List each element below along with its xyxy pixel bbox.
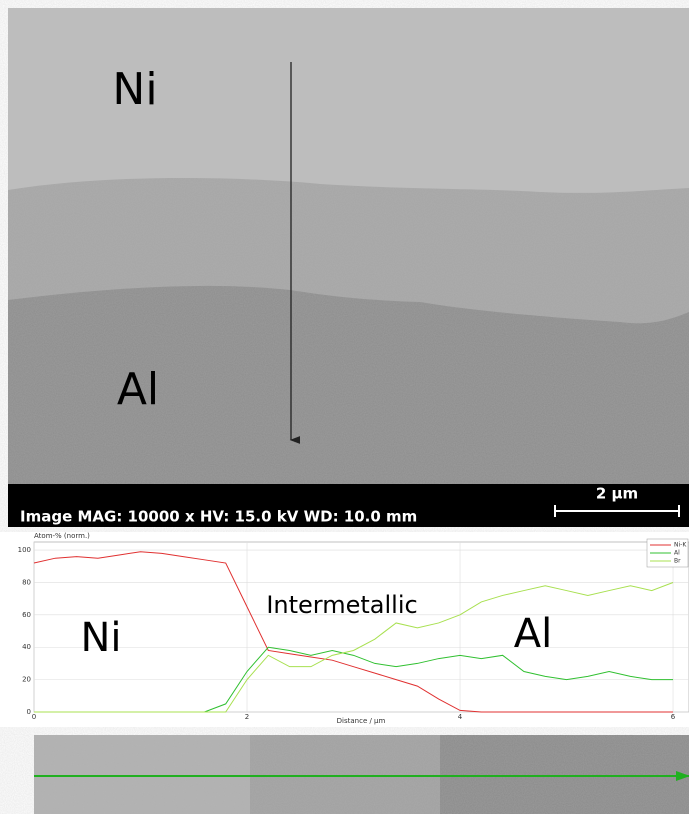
y-tick-label: 0: [27, 708, 31, 716]
y-tick-label: 40: [22, 643, 31, 651]
plot-area: [33, 541, 689, 713]
annotation: Al: [514, 611, 552, 657]
scale-bar-label: 2 µm: [596, 485, 638, 503]
series-line: [34, 582, 674, 713]
annotation: Intermetallic: [266, 591, 417, 619]
y-tick-label: 20: [22, 676, 31, 684]
legend-label: Br: [674, 558, 681, 565]
legend-label: Ni-K: [674, 542, 687, 549]
x-tick-label: 4: [458, 713, 463, 721]
legend-label: Al: [674, 550, 680, 557]
annotation: Ni: [80, 615, 121, 661]
image-label: Ni: [112, 64, 157, 115]
x-axis-label: Distance / µm: [337, 717, 386, 725]
y-tick-label: 100: [18, 546, 31, 554]
x-tick-label: 2: [245, 713, 249, 721]
y-axis-label: Atom-% (norm.): [34, 532, 90, 540]
x-tick-label: 0: [32, 713, 36, 721]
image-info: Image MAG: 10000 x HV: 15.0 kV WD: 10.0 …: [20, 508, 417, 526]
x-tick-label: 6: [671, 713, 676, 721]
line-strip: [34, 735, 689, 814]
sem-image: Ni Al Image MAG: 10000 x HV: 15.0 kV WD:…: [8, 8, 689, 527]
y-tick-label: 80: [22, 578, 31, 586]
image-label: Al: [117, 364, 159, 415]
series-line: [33, 551, 674, 713]
y-tick-label: 60: [22, 611, 31, 619]
